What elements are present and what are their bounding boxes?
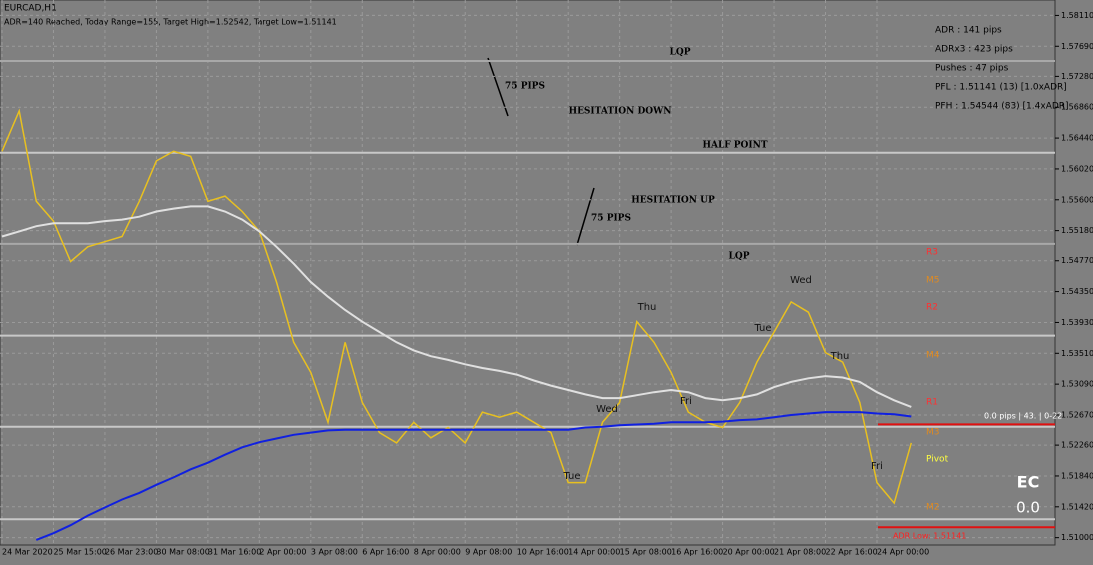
symbol: EURCAD,H1: [4, 4, 57, 14]
x-tick-label: 26 Mar 23:00: [105, 548, 158, 557]
y-tick-label: 1.52670: [1061, 410, 1093, 419]
day-label: Thu: [637, 302, 657, 313]
series-line: [1, 205, 912, 408]
x-tick-label: 22 Apr 16:00: [826, 548, 878, 557]
info-line: ADR : 141 pips: [935, 26, 1002, 36]
x-tick-label: 3 Apr 08:00: [311, 548, 358, 557]
day-label: Tue: [562, 471, 580, 482]
series-line: [1, 108, 913, 505]
x-tick-label: 25 Mar 15:00: [53, 548, 106, 557]
x-tick-label: 9 Apr 08:00: [465, 548, 512, 557]
pivot-label: M4: [926, 351, 940, 361]
day-label: Thu: [830, 351, 850, 362]
annotation: 75 PIPS: [591, 214, 631, 224]
info-line: PFL : 1.51141 (13) [1.0xADR]: [935, 83, 1067, 93]
day-label: Fri: [680, 396, 692, 407]
y-tick-label: 1.55600: [1061, 195, 1093, 204]
x-tick-label: 10 Apr 16:00: [517, 548, 569, 557]
x-tick-label: 16 Apr 16:00: [671, 548, 723, 557]
x-tick-label: 24 Mar 2020: [2, 548, 53, 557]
annotation: 75 PIPS: [505, 82, 545, 92]
x-tick-label: 8 Apr 00:00: [414, 548, 461, 557]
pivot-label: M5: [926, 276, 940, 286]
series-line: [35, 411, 912, 541]
x-tick-label: 6 Apr 16:00: [362, 548, 409, 557]
pips-arrow: [576, 187, 595, 246]
y-tick-label: 1.57280: [1061, 72, 1093, 81]
y-tick-label: 1.54350: [1061, 287, 1093, 296]
x-tick-label: 14 Apr 00:00: [568, 548, 620, 557]
y-tick-label: 1.51420: [1061, 502, 1093, 511]
badge: EC: [1017, 473, 1040, 492]
x-tick-label: 31 Mar 16:00: [208, 548, 261, 557]
y-tick-label: 1.51000: [1061, 533, 1093, 542]
pivot-label: M2: [926, 503, 940, 513]
x-tick-label: 2 Apr 00:00: [259, 548, 306, 557]
adr-low: ADR Low: 1.51141: [893, 532, 966, 541]
y-tick-label: 1.56020: [1061, 164, 1093, 173]
info-line: ADRx3 : 423 pips: [935, 45, 1013, 55]
y-tick-label: 1.54770: [1061, 256, 1093, 265]
pivot-label: Pivot: [926, 455, 949, 465]
plot-area: [0, 0, 1056, 546]
y-tick-label: 1.55180: [1061, 226, 1093, 235]
day-label: Wed: [596, 404, 618, 415]
readout: 0.0 pips | 43. | 0-22: [984, 412, 1062, 421]
day-label: Tue: [753, 323, 771, 334]
pips-arrow: [487, 57, 509, 117]
y-tick-label: 1.58110: [1061, 11, 1093, 20]
x-tick-label: 15 Apr 08:00: [620, 548, 672, 557]
pivot-label: R2: [926, 303, 938, 313]
y-tick-label: 1.57690: [1061, 42, 1093, 51]
annotation: HESITATION DOWN: [569, 107, 672, 117]
pivot-label: M3: [926, 428, 940, 438]
day-label: Fri: [871, 461, 883, 472]
y-tick-label: 1.53510: [1061, 349, 1093, 358]
pivot-label: R1: [926, 398, 938, 408]
x-tick-label: 30 Mar 08:00: [156, 548, 209, 557]
info-line: Pushes : 47 pips: [935, 64, 1009, 74]
y-tick-label: 1.53090: [1061, 380, 1093, 389]
x-tick-label: 21 Apr 08:00: [774, 548, 826, 557]
x-tick-label: 20 Apr 00:00: [723, 548, 775, 557]
x-tick-label: 24 Apr 00:00: [877, 548, 929, 557]
y-tick-label: 1.56440: [1061, 134, 1093, 143]
annotation: LQP: [729, 252, 750, 262]
y-tick-label: 1.51840: [1061, 471, 1093, 480]
day-label: Wed: [790, 275, 812, 286]
badge-value: 0.0: [1016, 499, 1040, 517]
annotation: HESITATION UP: [631, 196, 715, 206]
y-tick-label: 1.53930: [1061, 318, 1093, 327]
y-tick-label: 1.52260: [1061, 441, 1093, 450]
status-line: ADR=140 Reached, Today Range=155, Target…: [4, 18, 337, 27]
pivot-label: R3: [926, 248, 938, 258]
annotation: HALF POINT: [702, 141, 767, 151]
annotation: LQP: [670, 48, 691, 58]
y-tick-label: 1.56860: [1061, 103, 1093, 112]
info-line: PFH : 1.54544 (83) [1.4xADR]: [935, 102, 1069, 112]
